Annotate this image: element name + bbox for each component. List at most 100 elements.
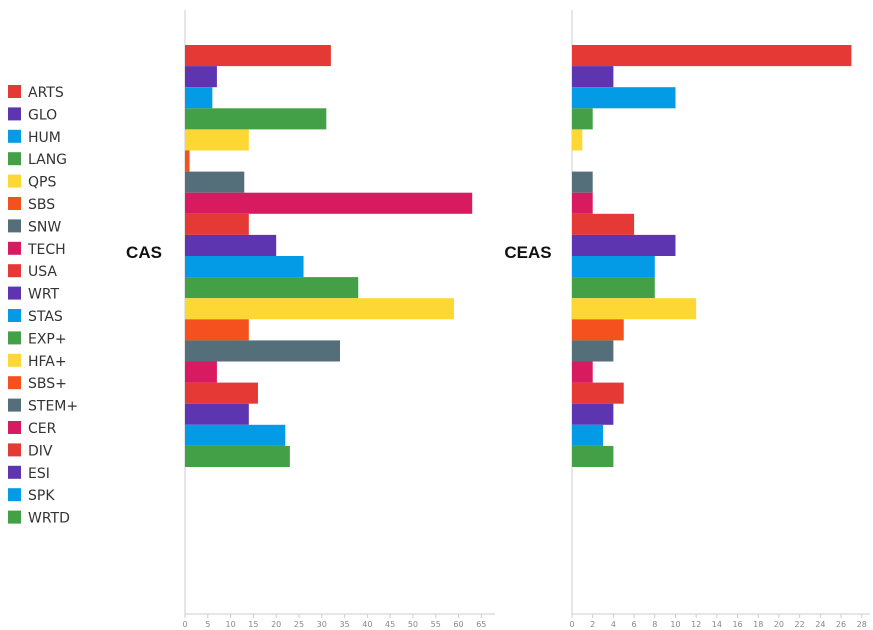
legend-swatch-snw xyxy=(8,219,21,233)
legend-label-esi: ESI xyxy=(28,466,50,482)
cas-bar-snw xyxy=(185,171,245,193)
cas-bar-glo xyxy=(185,66,217,88)
cas-x-tick-label: 40 xyxy=(362,620,372,629)
cas-bar-wrt xyxy=(185,234,277,256)
legend-label-sbs-plus: SBS+ xyxy=(28,376,67,392)
ceas-x-tick-label: 16 xyxy=(732,620,742,629)
ceas-x-tick-label: 14 xyxy=(712,620,722,629)
ceas-x-ticks: 0 2 4 6 8 10 12 14 16 18 20 22 24 26 28 xyxy=(569,614,867,629)
ceas-x-tick-label: 28 xyxy=(857,620,867,629)
legend-label-stem-plus: STEM+ xyxy=(28,399,78,415)
ceas-bar-wrt xyxy=(572,234,676,256)
legend-label-hfa-plus: HFA+ xyxy=(28,354,67,370)
cas-bar-stas xyxy=(185,256,304,278)
cas-x-ticks: 0 5 10 15 20 25 30 35 40 45 50 55 60 65 xyxy=(182,614,486,629)
ceas-bar-stas xyxy=(572,256,655,278)
cas-bar-stem-plus xyxy=(185,340,340,362)
ceas-bar-lang xyxy=(572,108,593,130)
cas-chart-title: CAS xyxy=(126,243,162,262)
legend-label-glo: GLO xyxy=(28,107,57,123)
cas-bar-div xyxy=(185,382,258,404)
legend-swatch-stas xyxy=(8,309,21,322)
ceas-x-tick-label: 24 xyxy=(815,620,825,629)
cas-x-tick-label: 15 xyxy=(248,620,258,629)
ceas-x-tick-label: 26 xyxy=(836,620,846,629)
cas-bar-sbs-plus xyxy=(185,319,249,341)
ceas-bar-exp-plus xyxy=(572,277,655,299)
legend-label-usa: USA xyxy=(28,264,57,280)
ceas-x-tick-label: 8 xyxy=(652,620,657,629)
cas-bar-wrtd xyxy=(185,445,290,467)
legend-label-div: DIV xyxy=(28,443,53,459)
cas-bar-spk xyxy=(185,424,286,446)
legend-swatch-wrt xyxy=(8,286,21,300)
legend-label-wrtd: WRTD xyxy=(28,511,70,527)
legend-swatch-hum xyxy=(8,129,21,143)
cas-x-tick-label: 65 xyxy=(476,620,486,629)
ceas-chart: CEAS 0 2 4 6 8 10 12 14 16 18 20 22 24 26 28 xyxy=(504,10,870,629)
cas-bars xyxy=(185,45,473,467)
legend-swatch-exp-plus xyxy=(8,331,21,345)
legend-swatch-usa xyxy=(8,264,21,278)
ceas-bar-usa xyxy=(572,213,635,235)
cas-bar-qps xyxy=(185,129,249,151)
cas-bar-usa xyxy=(185,213,249,235)
cas-chart: CAS 0 5 10 15 20 25 30 35 40 45 50 55 60 65 xyxy=(126,10,495,629)
cas-x-tick-label: 55 xyxy=(431,620,441,629)
cas-x-tick-label: 50 xyxy=(408,620,418,629)
cas-x-tick-label: 30 xyxy=(317,620,327,629)
cas-bar-exp-plus xyxy=(185,277,359,299)
cas-x-tick-label: 20 xyxy=(271,620,281,629)
ceas-bar-cer xyxy=(572,361,593,383)
legend-label-stas: STAS xyxy=(28,309,63,325)
legend-label-exp-plus: EXP+ xyxy=(28,331,67,347)
ceas-bar-stem-plus xyxy=(572,340,614,362)
ceas-bar-esi xyxy=(572,403,614,425)
ceas-x-tick-label: 0 xyxy=(569,620,574,629)
legend-label-spk: SPK xyxy=(28,488,55,504)
ceas-bar-wrtd xyxy=(572,445,614,467)
legend-swatch-wrtd xyxy=(8,510,21,524)
ceas-x-tick-label: 12 xyxy=(691,620,701,629)
legend-swatch-cer xyxy=(8,421,21,434)
legend-swatch-esi xyxy=(8,465,21,479)
ceas-bar-glo xyxy=(572,66,614,88)
cas-bar-tech xyxy=(185,192,473,214)
cas-x-tick-label: 25 xyxy=(294,620,304,629)
cas-x-tick-label: 35 xyxy=(339,620,349,629)
legend-swatch-arts xyxy=(8,85,21,98)
ceas-bar-arts xyxy=(572,45,852,67)
legend-label-hum: HUM xyxy=(28,130,61,146)
ceas-bar-hum xyxy=(572,87,676,109)
cas-bar-hfa-plus xyxy=(185,298,454,320)
legend-label-lang: LANG xyxy=(28,152,67,168)
ceas-x-tick-label: 20 xyxy=(774,620,784,629)
ceas-x-tick-label: 18 xyxy=(753,620,763,629)
ceas-bar-qps xyxy=(572,129,583,151)
legend-swatch-spk xyxy=(8,488,21,502)
ceas-bar-spk xyxy=(572,424,604,446)
ceas-x-tick-label: 22 xyxy=(795,620,805,629)
cas-bar-hum xyxy=(185,87,213,109)
legend: ARTS GLO HUM LANG QPS SBS SNW TECH USA WRT STAS EXP… xyxy=(8,85,78,527)
legend-label-tech: TECH xyxy=(27,242,66,258)
legend-swatch-lang xyxy=(8,152,21,166)
cas-x-tick-label: 45 xyxy=(385,620,395,629)
ceas-bar-snw xyxy=(572,171,593,193)
ceas-bar-tech xyxy=(572,192,593,214)
legend-label-qps: QPS xyxy=(28,175,56,191)
legend-swatch-stem-plus xyxy=(8,398,21,412)
cas-x-tick-label: 5 xyxy=(205,620,210,629)
legend-swatch-sbs-plus xyxy=(8,376,21,390)
ceas-x-tick-label: 6 xyxy=(632,620,637,629)
cas-bar-lang xyxy=(185,108,327,130)
legend-swatch-div xyxy=(8,443,21,457)
cas-bar-sbs xyxy=(185,150,190,172)
cas-bar-arts xyxy=(185,45,331,67)
legend-swatch-qps xyxy=(8,174,21,188)
legend-label-cer: CER xyxy=(28,421,57,437)
legend-label-snw: SNW xyxy=(28,219,61,235)
cas-x-tick-label: 0 xyxy=(182,620,187,629)
legend-label-arts: ARTS xyxy=(28,85,64,101)
